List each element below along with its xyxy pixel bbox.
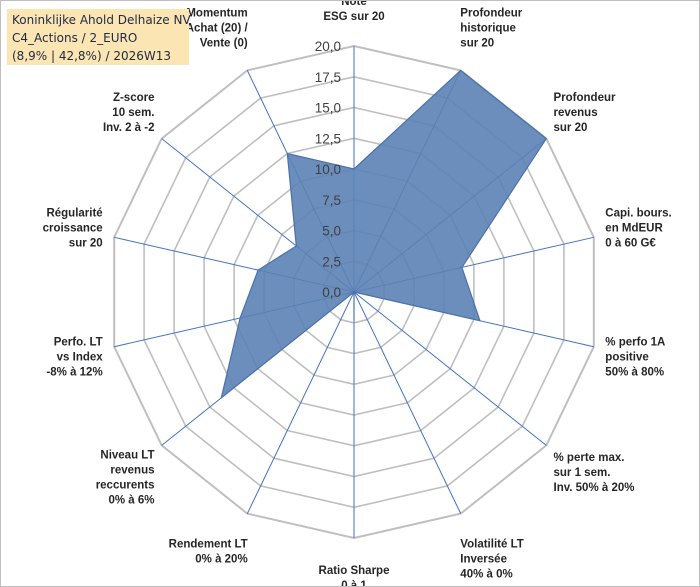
axis-label: % perte max. sur 1 sem. Inv. 50% à 20% [554,452,635,494]
axis-label: Perfo. LT vs Index -8% à 12% [46,336,103,378]
axis-label-line: 0 à 60 G€ [605,238,656,250]
radial-tick-label: 2,5 [322,254,341,269]
radial-tick-label: 10,0 [315,162,341,177]
axis-label-line: revenus [554,107,598,119]
axis-label-line: Vente (0) [200,38,248,50]
axis-label-line: Achat (20) / [186,23,249,35]
axis-label-line: Volatilité LT [460,539,523,551]
axis-label-line: Capi. bours. [605,208,671,220]
axis-spoke [246,291,355,514]
axis-spoke [353,291,547,446]
axis-label-line: positive [605,351,648,363]
axis-label-line: Niveau LT [100,449,154,461]
axis-label-line: Inv. 50% à 20% [554,482,635,494]
axis-label-line: Profondeur [460,8,522,20]
axis-label-line: 40% à 0% [460,569,512,581]
axis-label-line: Z-score [113,92,155,104]
axis-label: Note ESG sur 20 [323,1,384,23]
chart-subtitle: C4_Actions / 2_EURO [12,31,138,45]
axis-spoke [353,291,462,514]
axis-label-line: Inversée [460,554,507,566]
axis-label-line: croissance [43,223,103,235]
axis-label-line: sur 20 [69,238,103,250]
radial-tick-label: 7,5 [322,193,341,208]
axis-label-line: revenus [110,464,154,476]
axis-label: Régularité croissance sur 20 [43,208,103,250]
axis-label: Niveau LT revenus reccurents 0% à 6% [96,449,155,506]
axis-label-line: vs Index [57,351,104,363]
axis-label: Profondeur revenus sur 20 [554,92,616,134]
data-layer [220,69,548,400]
axis-label-line: sur 1 sem. [554,467,611,479]
axis-label-line: Inv. 2 à -2 [103,122,155,134]
axis-label-line: reccurents [96,479,155,491]
axis-label: Profondeur historique sur 20 [460,8,522,50]
axis-label-line: 10 sem. [112,107,154,119]
axis-label-line: % perfo 1A [605,336,665,348]
radial-tick-label: 17,5 [315,70,341,85]
chart-period: (8,9% | 42,8%) / 2026W13 [12,49,171,63]
axis-label-line: -8% à 12% [46,366,102,378]
axis-label-line: 0 à 1 [341,580,367,586]
axis-label: Z-score 10 sem. Inv. 2 à -2 [103,92,155,134]
axis-label-line: Ratio Sharpe [319,565,390,577]
axis-label-line: 0% à 20% [195,554,247,566]
axis-label-line: historique [460,23,516,35]
axis-label: Ratio Sharpe 0 à 1 [319,565,390,586]
axis-label-line: sur 20 [554,122,588,134]
label-layer: Note ESG sur 20 Profondeur historique sur 20… [43,1,672,586]
chart-title: Koninklijke Ahold Delhaize NV [12,13,191,27]
axis-label-line: ESG sur 20 [323,11,384,23]
radial-tick-label: 15,0 [315,101,341,116]
radial-tick-label: 12,5 [315,131,341,146]
axis-label: % perfo 1A positive 50% à 80% [605,336,665,378]
axis-label-line: sur 20 [460,38,494,50]
axis-label-line: Rendement LT [169,539,248,551]
axis-label: Momentum Achat (20) / Vente (0) [186,8,249,50]
data-series-area [220,69,548,400]
axis-label-line: Note [341,1,367,8]
axis-label-line: 50% à 80% [605,366,664,378]
radial-tick-label: 20,0 [315,39,341,54]
axis-label-line: 0% à 6% [108,494,154,506]
radial-tick-label: 5,0 [322,224,341,239]
axis-label-line: % perte max. [554,452,625,464]
tick-layer: 0,0 2,5 5,0 7,5 10,0 12,5 15,0 17,5 20,0 [315,39,341,300]
axis-label-line: en MdEUR [605,223,663,235]
chart-title-box: Koninklijke Ahold Delhaize NV C4_Actions… [7,9,191,65]
axis-label-line: Perfo. LT [54,336,103,348]
axis-label: Rendement LT 0% à 20% [169,539,248,566]
axis-label: Volatilité LT Inversée 40% à 0% [460,539,523,581]
radial-tick-label: 0,0 [322,285,341,300]
axis-label-line: Profondeur [554,92,616,104]
axis-label-line: Régularité [46,208,102,220]
axis-label-line: Momentum [186,8,247,20]
axis-label: Capi. bours. en MdEUR 0 à 60 G€ [605,208,671,250]
